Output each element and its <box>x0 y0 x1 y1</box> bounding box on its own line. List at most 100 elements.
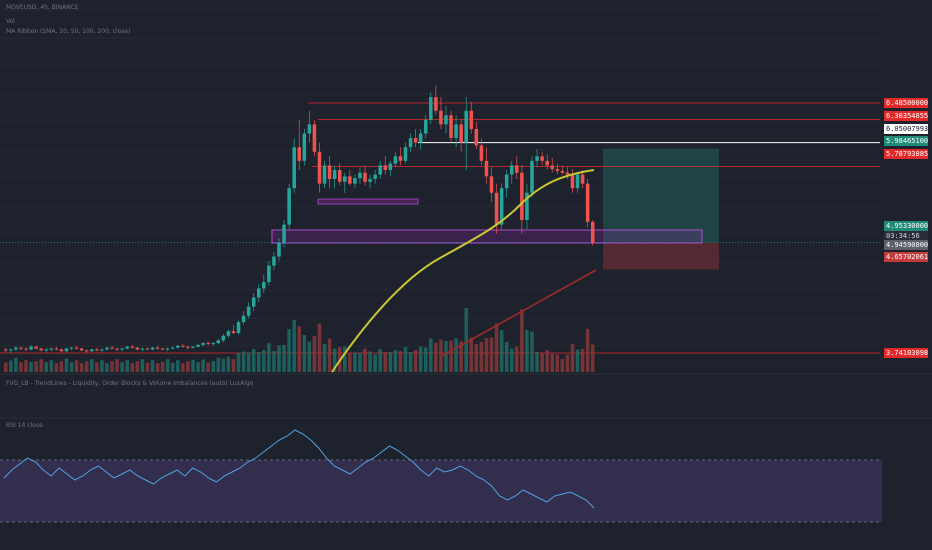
candle-body <box>74 347 79 349</box>
candle-body <box>520 172 524 221</box>
volume-bar <box>585 328 590 372</box>
candle-body <box>241 315 246 323</box>
candle-body <box>353 178 357 184</box>
candle-body <box>413 138 418 143</box>
candle-body <box>499 188 504 225</box>
candle-body <box>221 335 226 341</box>
volume-bar <box>429 338 433 372</box>
candle-body <box>120 348 124 350</box>
candle-body <box>297 147 302 161</box>
candle-body <box>525 192 529 221</box>
volume-bar <box>105 363 109 372</box>
volume-bar <box>353 352 357 372</box>
candle-body <box>398 156 403 161</box>
candle-body <box>110 347 114 349</box>
candle-body <box>403 147 408 161</box>
volume-bar <box>272 351 276 372</box>
volume-bar <box>413 350 418 372</box>
volume-bar <box>302 335 307 372</box>
rsi-band <box>0 460 882 522</box>
volume-bar <box>241 351 246 372</box>
candle-body <box>555 169 560 171</box>
candle-body <box>515 165 519 173</box>
candle-body <box>54 348 59 350</box>
volume-bar <box>181 363 185 372</box>
candle-body <box>535 156 539 161</box>
price-tag: 03:34:56 <box>884 231 928 241</box>
volume-bar <box>590 344 595 372</box>
volume-bar <box>398 351 403 372</box>
volume-bar <box>221 358 226 372</box>
candle-body <box>267 265 271 283</box>
candle-body <box>69 347 74 349</box>
candle-body <box>176 345 180 348</box>
target-zone <box>603 148 719 243</box>
candle-body <box>79 348 84 351</box>
volume-bar <box>140 359 145 372</box>
price-tag: 6.30354855 <box>884 111 929 121</box>
candle-body <box>19 347 23 349</box>
candle-body <box>469 110 474 129</box>
volume-bar <box>373 354 377 372</box>
candle-body <box>509 165 514 175</box>
volume-bar <box>545 350 549 372</box>
volume-bar <box>363 348 367 372</box>
price-tag: 5.78793085 <box>884 149 929 159</box>
volume-bar <box>322 344 327 372</box>
candle-body <box>160 348 165 350</box>
price-tag: 6.05007993 <box>884 124 929 134</box>
volume-bar <box>580 349 585 372</box>
volume-bar <box>565 354 570 372</box>
candle-body <box>540 156 544 161</box>
volume-bar <box>343 346 347 372</box>
candle-body <box>585 183 590 222</box>
candle-body <box>388 163 393 170</box>
candle-body <box>39 348 43 351</box>
candle-body <box>545 160 549 166</box>
volume-bar <box>555 354 560 372</box>
candle-body <box>429 97 433 120</box>
volume-bar <box>100 360 104 372</box>
candle-body <box>322 165 327 184</box>
volume-bar <box>4 362 8 372</box>
candle-body <box>560 170 565 173</box>
candle-body <box>575 174 580 189</box>
volume-bar <box>95 362 99 372</box>
volume-bar <box>216 357 221 372</box>
candle-body <box>337 169 342 182</box>
candle-body <box>201 343 205 345</box>
volume-bar <box>262 350 266 372</box>
candle-body <box>191 346 195 348</box>
volume-bar <box>206 362 210 372</box>
volume-bar <box>525 330 529 372</box>
volume-bar <box>383 352 388 372</box>
volume-bar <box>59 361 64 372</box>
candle-body <box>292 147 296 189</box>
volume-bar <box>403 346 408 372</box>
volume-bar <box>29 361 33 372</box>
candle-body <box>489 176 494 193</box>
stop-zone <box>603 242 719 270</box>
volume-bar <box>418 346 423 372</box>
volume-bar <box>484 338 489 372</box>
volume-bar <box>267 343 271 372</box>
candle-body <box>256 288 261 298</box>
volume-bar <box>34 361 38 372</box>
volume-bar <box>170 362 175 372</box>
volume-header: Vol <box>6 18 15 25</box>
candle-body <box>484 160 489 177</box>
volume-bar <box>489 337 494 372</box>
volume-bar <box>378 349 382 372</box>
candle-body <box>312 124 317 152</box>
price-tag: 4.65702061 <box>884 252 929 262</box>
volume-bar <box>312 336 317 372</box>
volume-bar <box>332 348 337 372</box>
volume-bar <box>64 358 69 372</box>
volume-bar <box>348 353 352 372</box>
volume-bar <box>388 352 393 372</box>
volume-bar <box>191 359 195 372</box>
volume-bar <box>115 359 119 372</box>
candle-body <box>150 347 155 350</box>
volume-bar <box>196 362 200 372</box>
